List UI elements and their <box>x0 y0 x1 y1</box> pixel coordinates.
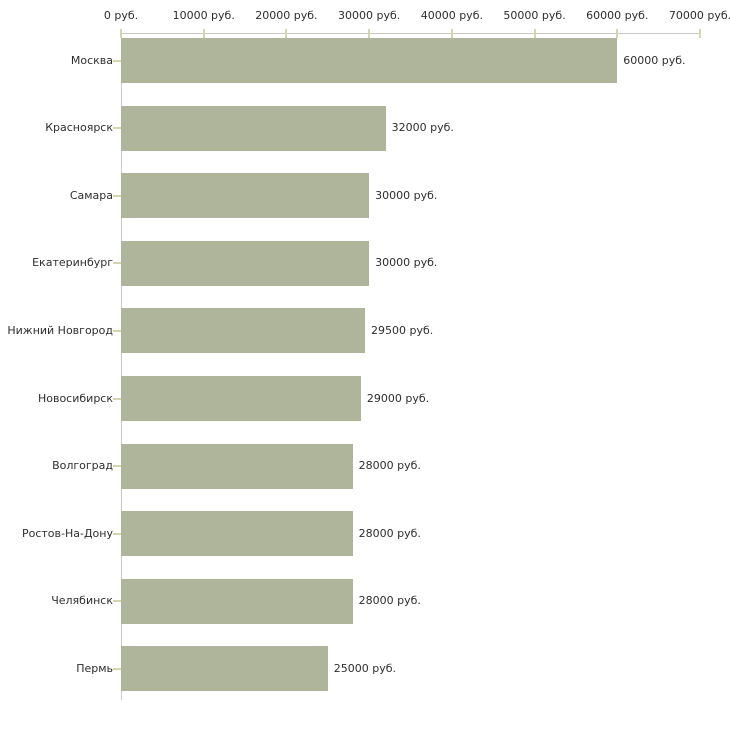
value-label: 28000 руб. <box>358 459 421 473</box>
bar <box>121 38 618 83</box>
x-axis-tick-label: 30000 руб. <box>338 9 401 22</box>
y-axis-tick-mark <box>113 600 121 603</box>
category-label: Волгоград <box>52 459 113 473</box>
x-axis-tick-mark <box>285 29 288 38</box>
value-label: 30000 руб. <box>375 256 438 270</box>
category-label: Ростов-На-Дону <box>21 526 113 540</box>
x-axis-tick-label: 10000 руб. <box>172 9 235 22</box>
bar <box>121 240 370 286</box>
category-label: Нижний Новгород <box>7 323 113 337</box>
category-label: Екатеринбург <box>32 256 113 270</box>
x-axis-tick-mark <box>450 29 453 38</box>
x-axis-line <box>121 33 701 34</box>
category-label: Пермь <box>76 661 113 675</box>
y-axis-tick-mark <box>113 59 121 62</box>
value-label: 25000 руб. <box>333 661 397 675</box>
x-axis-tick-mark <box>202 29 205 38</box>
y-axis-tick-mark <box>113 127 121 130</box>
x-axis-tick-label: 60000 руб. <box>586 9 649 22</box>
y-axis-tick-mark <box>113 329 121 332</box>
category-label: Красноярск <box>45 121 113 135</box>
x-axis-tick-label: 40000 руб. <box>420 9 483 22</box>
x-axis-tick-mark <box>616 29 619 38</box>
category-label: Москва <box>70 53 113 67</box>
value-label: 29000 руб. <box>366 391 430 405</box>
bar <box>121 173 370 219</box>
value-label: 60000 руб. <box>623 53 686 67</box>
y-axis-tick-mark <box>113 532 121 535</box>
y-axis-line <box>121 33 122 700</box>
x-axis-tick-label: 70000 руб. <box>668 9 730 22</box>
bar <box>121 443 353 489</box>
bar <box>121 646 328 692</box>
category-label: Самара <box>69 188 113 202</box>
bar <box>121 511 353 557</box>
bar <box>121 105 386 151</box>
x-axis-tick-label: 50000 руб. <box>503 9 566 22</box>
x-axis-tick-mark <box>699 29 701 38</box>
bar <box>121 578 353 624</box>
y-axis-tick-mark <box>113 397 121 400</box>
x-axis-tick-mark <box>533 29 536 38</box>
category-label: Новосибирск <box>37 391 113 405</box>
x-axis-tick-label: 20000 руб. <box>255 9 318 22</box>
y-axis-tick-mark <box>113 667 121 670</box>
y-axis-tick-mark <box>113 262 121 265</box>
value-label: 28000 руб. <box>358 594 421 608</box>
bar <box>121 376 361 421</box>
value-label: 29500 руб. <box>371 323 434 337</box>
value-label: 30000 руб. <box>375 188 438 202</box>
category-label: Челябинск <box>51 594 113 608</box>
y-axis-tick-mark <box>113 194 121 197</box>
x-axis-tick-label: 0 руб. <box>103 9 139 22</box>
x-axis-tick-mark <box>368 29 371 38</box>
bar <box>121 308 365 354</box>
y-axis-tick-mark <box>113 465 121 468</box>
value-label: 28000 руб. <box>358 526 421 540</box>
value-label: 32000 руб. <box>391 121 454 135</box>
x-axis-tick-mark <box>120 29 122 38</box>
